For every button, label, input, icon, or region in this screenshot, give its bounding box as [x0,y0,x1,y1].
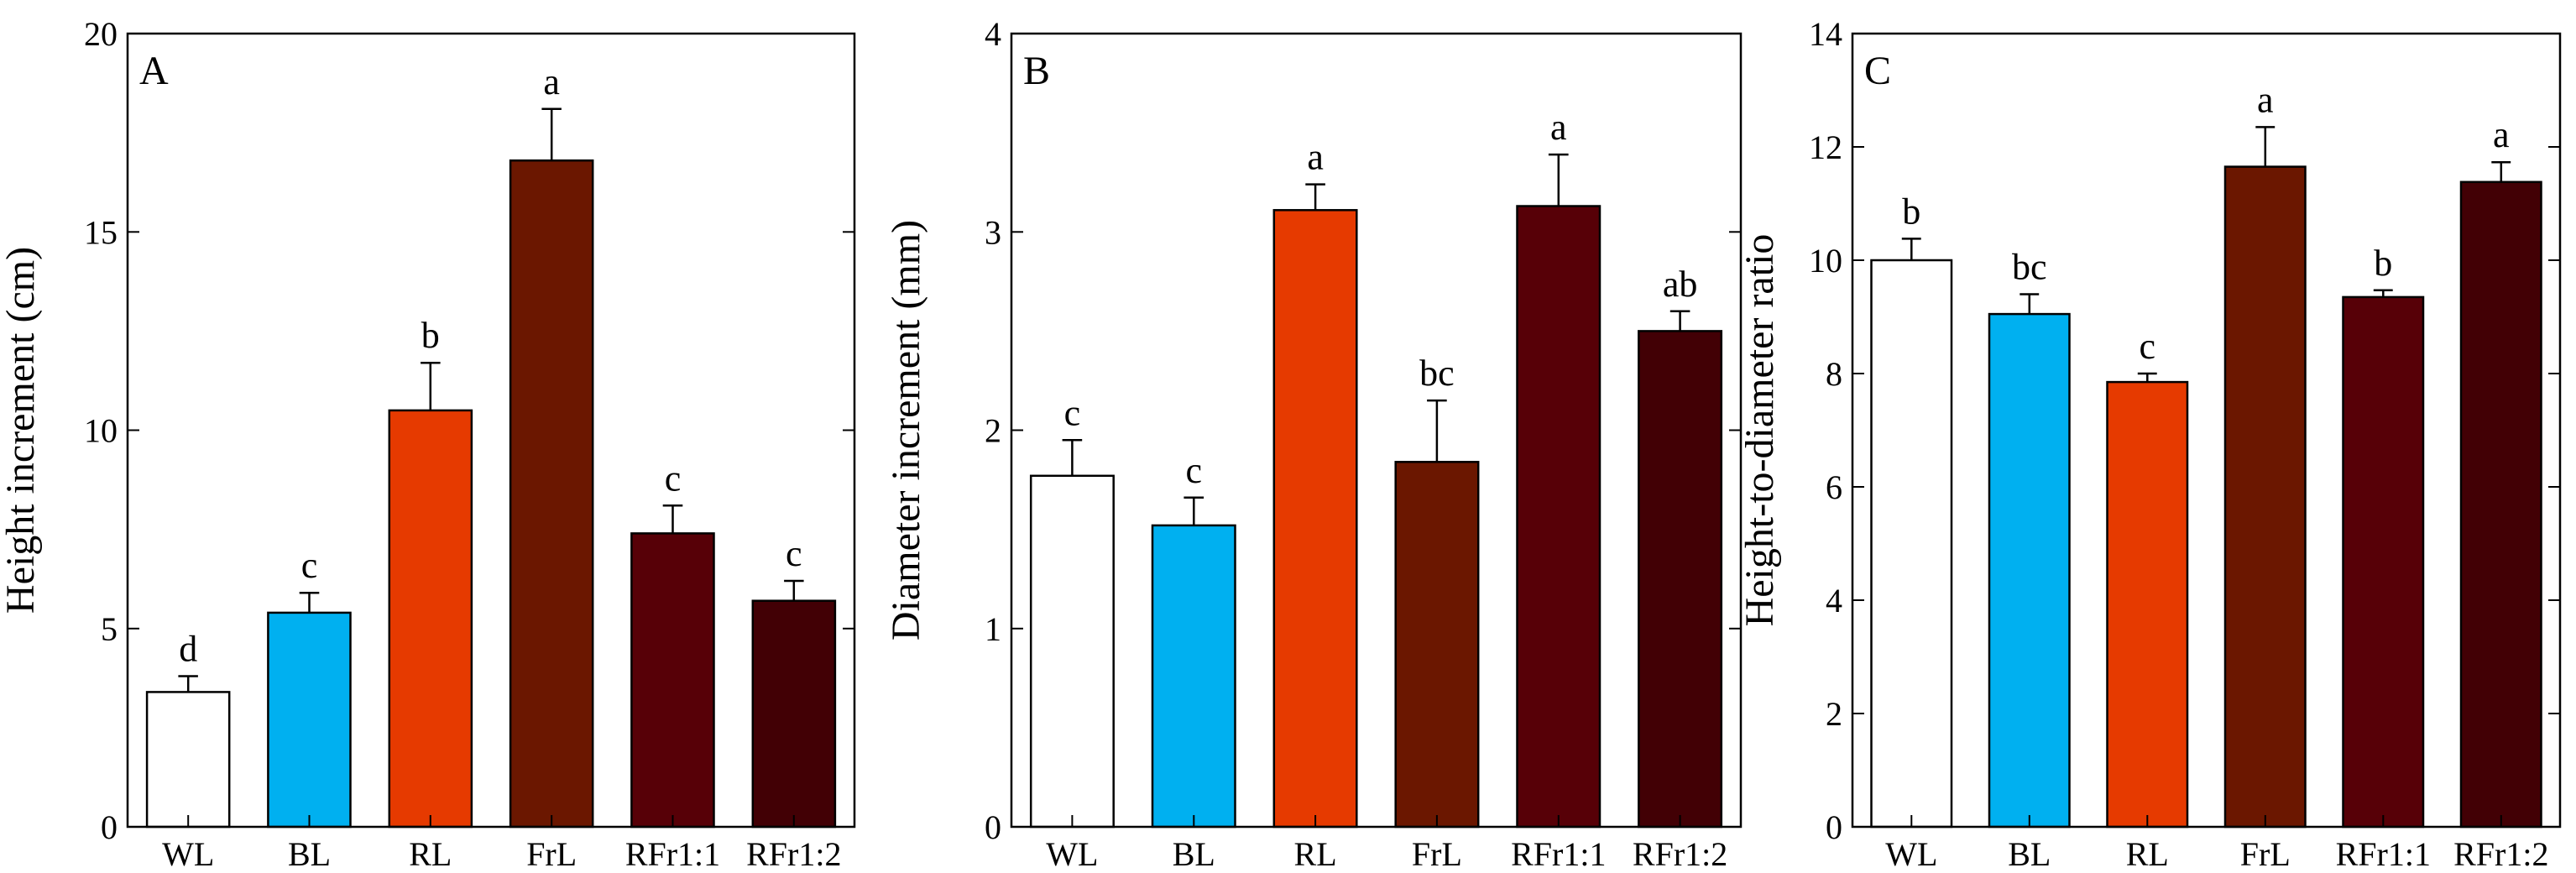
significance-label: b [2374,243,2392,284]
x-tick-label: RFr1:1 [1511,835,1606,873]
y-tick-label: 4 [985,15,1001,53]
bar-b-0 [1029,474,1115,829]
significance-label: c [786,533,802,574]
bar-a-3 [509,159,594,829]
y-axis-title: Height-to-diameter ratio [1737,234,1782,627]
y-tick-label: 2 [1826,695,1842,733]
significance-label: c [2140,326,2156,367]
x-tick-label: FrL [526,835,577,873]
x-tick-label: RFr1:1 [2336,835,2431,873]
y-tick-label: 12 [1809,128,1842,166]
bar-c-5 [2459,180,2542,829]
x-tick-label: RFr1:2 [746,835,841,873]
bar-c-1 [1988,312,2071,829]
bar-c-3 [2223,165,2307,829]
bar-c-4 [2342,295,2425,829]
x-tick-label: BL [288,835,331,873]
x-tick-label: FrL [2240,835,2291,873]
significance-label: c [1186,450,1203,491]
bar-b-4 [1516,205,1602,829]
bar-a-4 [630,532,715,829]
plot-frame [126,32,856,829]
panel-letter: B [1023,49,1050,93]
bar-b-2 [1272,209,1358,829]
panel-b: c WL c BL a RL bc FrL a RFr1:1 ab RFr1:2 0 1 2 3 4B Diame… [884,15,1743,873]
x-tick-label: RL [409,835,452,873]
significance-label: d [179,629,197,670]
x-tick-label: RL [2126,835,2169,873]
plot-frame [1010,32,1743,829]
bar-b-5 [1638,330,1723,829]
x-tick-label: RL [1294,835,1337,873]
bar-b-1 [1151,524,1236,829]
significance-label: b [421,315,440,356]
bar-c-2 [2106,380,2189,829]
x-tick-label: BL [1173,835,1215,873]
y-tick-label: 20 [84,15,118,53]
y-tick-label: 0 [985,808,1001,846]
significance-label: a [1307,137,1324,178]
panel-a: d WL c BL b RL a FrL c RFr1:1 c RFr1:2 0 5 10 15 20 A Heig… [0,15,856,873]
x-tick-label: RFr1:2 [1633,835,1727,873]
y-tick-label: 10 [1809,242,1842,280]
y-tick-label: 6 [1826,468,1842,506]
panel-letter: A [139,49,169,93]
y-axis-title: Height increment (cm) [0,247,43,614]
bar-a-5 [751,599,837,829]
y-tick-label: 15 [84,213,118,251]
x-tick-label: WL [1046,835,1098,873]
x-tick-label: WL [1885,835,1937,873]
x-tick-label: RFr1:1 [625,835,720,873]
significance-label: bc [2012,247,2047,288]
bar-a-0 [145,691,231,829]
bar-b-3 [1394,461,1480,829]
x-tick-label: RFr1:2 [2453,835,2548,873]
significance-label: c [301,545,318,586]
y-tick-label: 3 [985,213,1001,251]
x-tick-label: FrL [1412,835,1462,873]
significance-label: a [2493,114,2510,155]
panel-c: b WL bc BL c RL a FrL b RFr1:1 a RFr1:2 0 2 4 6 8 10 12 14 C… [1737,15,2562,873]
significance-label: bc [1419,353,1455,394]
bar-c-0 [1870,259,1953,829]
y-tick-label: 0 [101,808,118,846]
y-tick-label: 4 [1826,582,1842,619]
y-tick-label: 14 [1809,15,1842,53]
plot-frame [1851,32,2562,829]
x-tick-label: BL [2008,835,2051,873]
x-tick-label: WL [162,835,214,873]
significance-label: a [543,61,560,102]
significance-label: a [1550,107,1567,148]
significance-label: a [2257,79,2274,120]
y-tick-label: 2 [985,412,1001,450]
significance-label: c [1064,392,1081,433]
y-tick-label: 10 [84,412,118,450]
significance-label: b [1902,191,1920,232]
bar-a-2 [388,409,473,829]
y-tick-label: 5 [101,610,118,648]
panel-letter: C [1864,49,1891,93]
bar-a-1 [267,611,352,829]
y-tick-label: 1 [985,610,1001,648]
y-axis-title: Diameter increment (mm) [884,220,928,640]
significance-label: c [665,457,682,499]
y-tick-label: 8 [1826,355,1842,393]
y-tick-label: 0 [1826,808,1842,846]
significance-label: ab [1663,264,1698,305]
